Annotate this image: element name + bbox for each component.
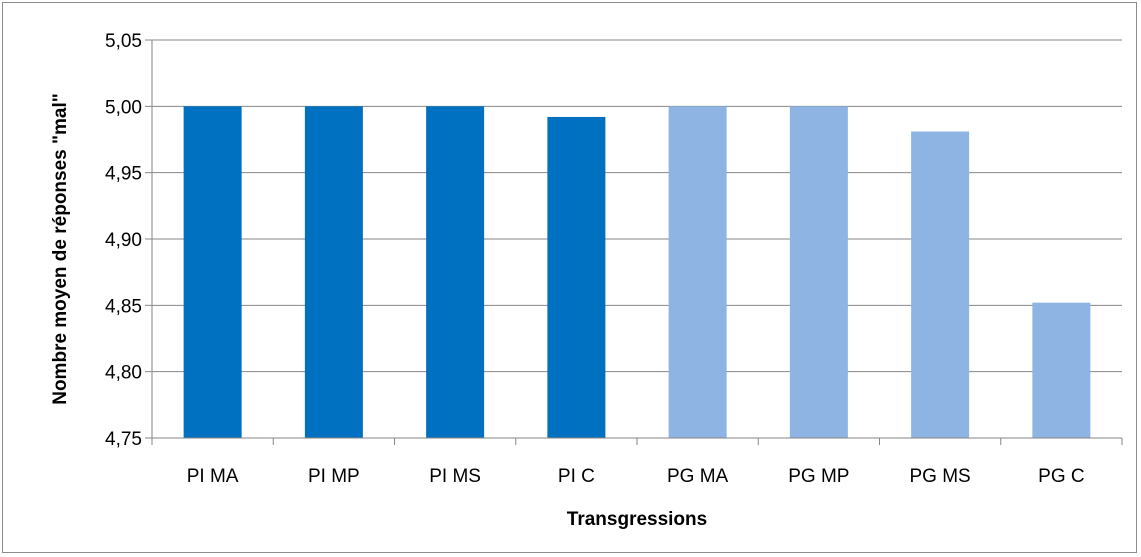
x-tick-label: PI MS [429, 466, 481, 487]
bar [911, 131, 970, 439]
y-tick-label: 4,85 [105, 296, 142, 317]
y-tick-label: 4,90 [105, 230, 142, 251]
x-tick-label: PG C [1038, 466, 1084, 487]
y-tick-labels: 4,75 4,80 4,85 4,90 4,95 5,00 5,05 [105, 31, 142, 450]
y-tick-label: 4,95 [105, 164, 142, 185]
x-tick-labels: PI MA PI MP PI MS PI C PG MA PG MP PG MS PG C [187, 466, 1085, 487]
bar [668, 106, 727, 438]
bar [547, 116, 606, 439]
bars [183, 106, 1091, 439]
x-tick-label: PG MA [667, 466, 729, 487]
x-axis-title: Transgressions [567, 509, 707, 530]
y-tick-label: 5,00 [105, 97, 142, 118]
y-tick-label: 4,80 [105, 363, 142, 384]
y-axis-title: Nombre moyen de réponses "mal" [50, 93, 71, 405]
bar [789, 106, 848, 438]
bar [1032, 302, 1091, 438]
y-tick-label: 5,05 [105, 31, 142, 52]
x-tick-label: PI C [558, 466, 595, 487]
x-tick-label: PI MA [187, 466, 239, 487]
y-tick-label: 4,75 [105, 429, 142, 450]
bar [304, 106, 363, 438]
bar [426, 106, 485, 438]
x-tick-label: PG MP [788, 466, 849, 487]
bar [183, 106, 242, 438]
x-tick-label: PG MS [910, 466, 971, 487]
axes [151, 40, 1122, 439]
x-tick-label: PI MP [308, 466, 360, 487]
gridlines [145, 39, 1123, 445]
